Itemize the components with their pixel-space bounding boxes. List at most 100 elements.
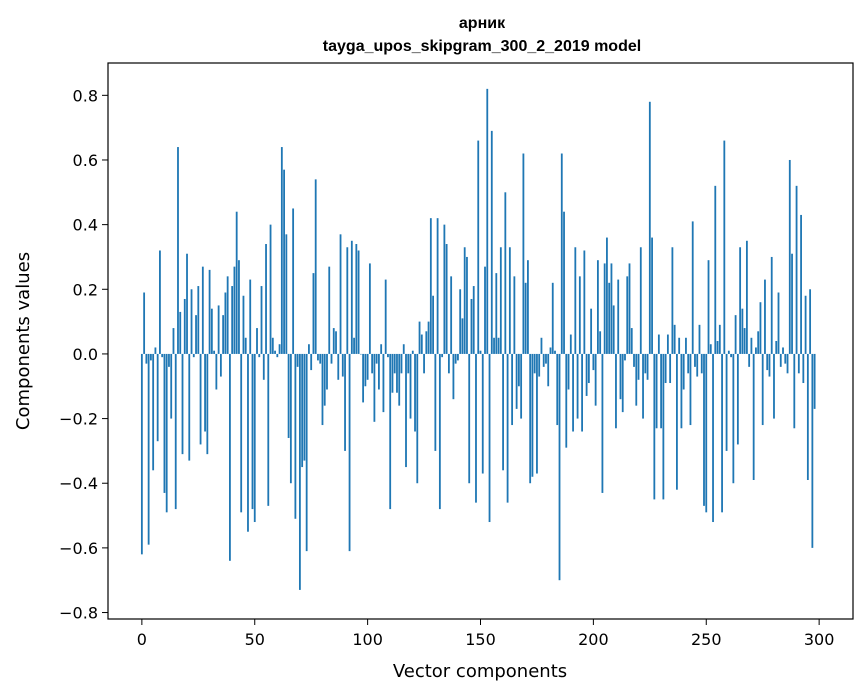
bar — [590, 308, 593, 354]
bar — [804, 295, 807, 354]
bar — [314, 179, 317, 354]
bar — [739, 247, 742, 354]
bar — [298, 353, 301, 590]
bar — [601, 353, 604, 493]
bar — [301, 353, 304, 468]
bar — [657, 334, 660, 354]
bar — [707, 260, 710, 354]
bar — [524, 282, 527, 354]
bar — [732, 353, 735, 484]
bar — [723, 140, 726, 354]
bar — [522, 153, 525, 354]
bar — [396, 353, 398, 393]
bar — [565, 353, 568, 448]
bar — [813, 353, 816, 409]
bar — [599, 331, 602, 354]
bar — [181, 353, 184, 455]
bar — [145, 353, 148, 364]
bar — [357, 250, 360, 354]
bar — [587, 353, 590, 384]
bar — [368, 263, 371, 354]
bar — [161, 353, 164, 358]
bar — [481, 353, 484, 474]
x-tick-label: 0 — [137, 630, 147, 649]
bar — [811, 353, 814, 548]
bar — [364, 353, 367, 387]
bar — [470, 298, 473, 354]
bar — [540, 337, 543, 354]
bar — [152, 353, 155, 471]
bar — [350, 240, 353, 354]
bar — [280, 147, 283, 354]
bar — [380, 344, 383, 354]
bar — [265, 244, 267, 354]
bar — [251, 353, 254, 510]
bar — [768, 353, 771, 377]
bar — [504, 192, 507, 354]
bar — [409, 353, 412, 419]
bar — [197, 286, 200, 354]
bar — [427, 321, 430, 354]
y-tick-label: 0.0 — [73, 345, 98, 364]
bar — [445, 244, 448, 354]
x-tick-label: 250 — [691, 630, 722, 649]
bar — [276, 353, 279, 358]
bar — [186, 253, 188, 354]
bar — [488, 353, 491, 523]
bar — [258, 353, 261, 358]
bar — [493, 337, 495, 354]
bar — [420, 334, 423, 354]
bar — [179, 311, 182, 354]
bar — [499, 247, 502, 354]
bar — [793, 353, 796, 429]
bar — [312, 273, 315, 354]
bar — [475, 353, 477, 503]
bar — [332, 328, 335, 354]
bar — [572, 353, 574, 432]
bar — [289, 353, 292, 484]
bar — [755, 347, 757, 354]
bar — [192, 353, 195, 358]
bar — [466, 256, 468, 354]
bar — [502, 353, 504, 471]
bar — [219, 353, 222, 377]
bar — [700, 353, 703, 374]
bar — [414, 353, 416, 432]
bar — [330, 353, 333, 364]
bar — [195, 315, 197, 354]
y-tick-label: −0.4 — [59, 474, 98, 493]
bar — [335, 331, 337, 354]
bar — [560, 153, 563, 354]
bar — [172, 328, 175, 354]
bar — [274, 350, 276, 354]
bar — [718, 324, 721, 354]
bar — [773, 353, 775, 419]
bar — [294, 353, 297, 519]
bar — [655, 353, 658, 429]
bar — [337, 353, 340, 380]
bar — [247, 353, 249, 532]
bar — [721, 353, 723, 513]
bar — [468, 353, 471, 484]
bar — [429, 218, 432, 354]
bar — [527, 260, 529, 354]
bar — [303, 353, 306, 461]
bar — [323, 353, 326, 406]
bar — [391, 353, 394, 393]
bar — [206, 353, 209, 455]
y-tick-label: 0.2 — [73, 280, 98, 299]
bar — [457, 353, 459, 361]
y-tick-label: −0.6 — [59, 539, 98, 558]
bar — [484, 266, 486, 354]
bar — [400, 353, 403, 374]
bar — [373, 353, 376, 422]
bar — [791, 253, 793, 354]
y-axis-label: Components values — [13, 252, 34, 430]
bar — [716, 341, 719, 354]
bar — [653, 353, 656, 500]
bar — [283, 169, 285, 354]
bar — [714, 185, 717, 354]
bar — [371, 353, 374, 374]
y-tick-label: 0.8 — [73, 86, 98, 105]
bar — [416, 353, 419, 484]
